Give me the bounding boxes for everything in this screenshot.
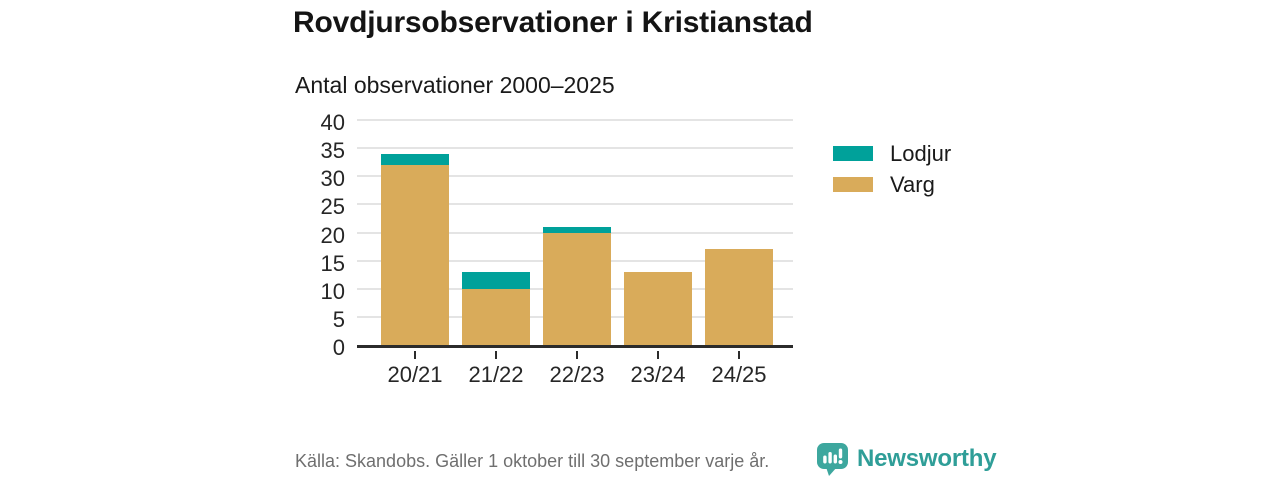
x-tick-label-22-23: 22/23 <box>549 362 605 387</box>
y-tick-label-25: 25 <box>320 194 345 220</box>
y-tick-label-15: 15 <box>320 250 345 276</box>
y-tick-label-40: 40 <box>320 110 345 135</box>
source-note: Källa: Skandobs. Gäller 1 oktober till 3… <box>295 451 770 471</box>
bar-chart-speech-bubble-icon <box>817 443 848 476</box>
legend-swatch-lodjur <box>833 146 873 161</box>
bar-21-22-varg <box>462 288 530 345</box>
gridline-30 <box>357 175 793 178</box>
legend: Lodjur Varg <box>833 140 952 197</box>
gridline-25 <box>357 203 793 206</box>
plot-area: 20/21 21/22 22/23 23/24 24/25 <box>357 119 793 387</box>
x-tick-22-23 <box>576 351 578 359</box>
x-tick-label-21-22: 21/22 <box>468 362 524 387</box>
bar-20-21-varg <box>381 165 449 345</box>
bar-24-25-varg <box>705 249 773 345</box>
gridline-40 <box>357 119 793 121</box>
legend-swatch-varg <box>833 177 873 192</box>
gridline-35 <box>357 147 793 150</box>
x-tick-23-24 <box>657 351 659 359</box>
legend-item-varg: Varg <box>833 171 951 197</box>
bar-21-22-lodjur <box>462 271 530 289</box>
y-tick-label-20: 20 <box>320 222 345 248</box>
y-tick-label-5: 5 <box>332 306 345 332</box>
x-tick-21-22 <box>495 351 497 359</box>
bar-22-23-varg <box>543 232 611 345</box>
legend-item-lodjur: Lodjur <box>833 140 952 166</box>
legend-label-lodjur: Lodjur <box>890 140 952 166</box>
y-tick-label-10: 10 <box>320 278 345 304</box>
brand-name: Newsworthy <box>857 445 997 472</box>
x-tick-label-20-21: 20/21 <box>387 362 443 387</box>
bar-22-23-lodjur <box>543 226 611 233</box>
legend-label-varg: Varg <box>890 171 935 197</box>
y-tick-label-0: 0 <box>332 335 345 360</box>
chart-subtitle: Antal observationer 2000–2025 <box>295 72 615 98</box>
x-tick-20-21 <box>414 351 416 359</box>
y-tick-label-35: 35 <box>320 138 345 164</box>
x-tick-label-24-25: 24/25 <box>711 362 767 387</box>
newsworthy-logo: Newsworthy <box>816 442 997 477</box>
x-tick-24-25 <box>738 351 740 359</box>
bar-20-21-lodjur <box>381 153 449 165</box>
y-tick-label-30: 30 <box>320 166 345 192</box>
x-tick-label-23-24: 23/24 <box>630 362 686 387</box>
chart-title: Rovdjursobservationer i Kristianstad <box>293 6 813 39</box>
bar-23-24-varg <box>624 271 692 345</box>
y-axis: 0 5 10 15 20 25 30 35 40 <box>291 110 345 360</box>
